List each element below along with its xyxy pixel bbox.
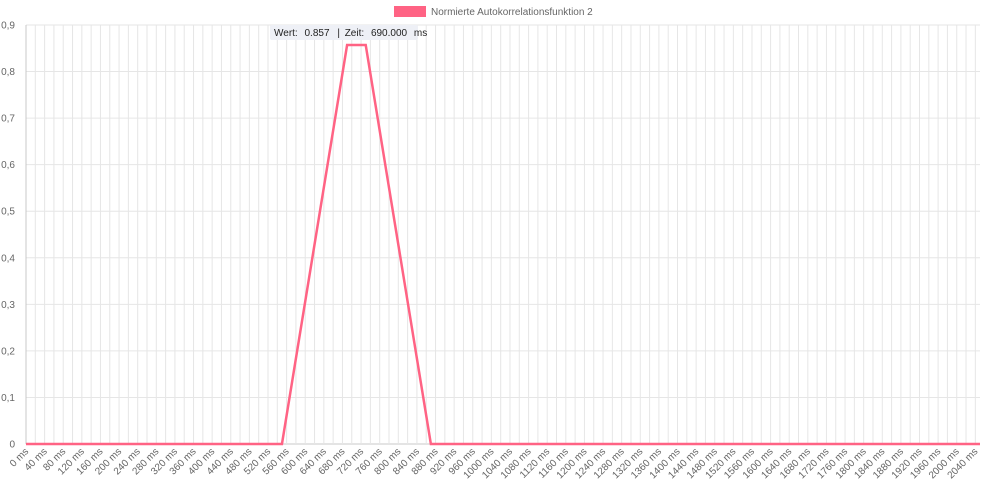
tooltip-value: 0.857 [305, 28, 330, 39]
tooltip: Wert: 0.857 | Zeit: 690.000 ms [270, 25, 427, 40]
y-tick-label: 0,8 [1, 67, 15, 78]
legend-label[interactable]: Normierte Autokorrelationsfunktion 2 [431, 7, 593, 18]
tooltip-unit: ms [414, 28, 427, 39]
y-tick-label: 0,2 [1, 346, 15, 357]
y-tick-label: 0 [9, 440, 15, 451]
y-tick-label: 0,5 [1, 207, 15, 218]
tooltip-separator: | [337, 28, 340, 39]
y-tick-label: 0,1 [1, 393, 15, 404]
y-tick-label: 0,9 [1, 21, 15, 32]
series-line[interactable] [26, 43, 980, 446]
tooltip-value-label: Wert: [274, 28, 298, 39]
y-tick-label: 0,7 [1, 114, 15, 125]
tooltip-time: 690.000 [371, 28, 408, 39]
tooltip-box [270, 25, 418, 40]
legend-swatch[interactable] [394, 6, 426, 17]
series-layer [26, 43, 980, 446]
tooltip-text: Wert: 0.857 | Zeit: 690.000 ms [274, 28, 427, 39]
legend[interactable]: Normierte Autokorrelationsfunktion 2 [394, 6, 593, 18]
y-tick-label: 0,3 [1, 300, 15, 311]
y-tick-label: 0,6 [1, 160, 15, 171]
y-axis: 0 0,1 0,2 0,3 0,4 0,5 0,6 0,7 0,8 0,9 [1, 21, 15, 451]
tooltip-time-label: Zeit: [345, 28, 364, 39]
chart-grid [25, 24, 980, 445]
y-tick-label: 0,4 [1, 253, 15, 264]
